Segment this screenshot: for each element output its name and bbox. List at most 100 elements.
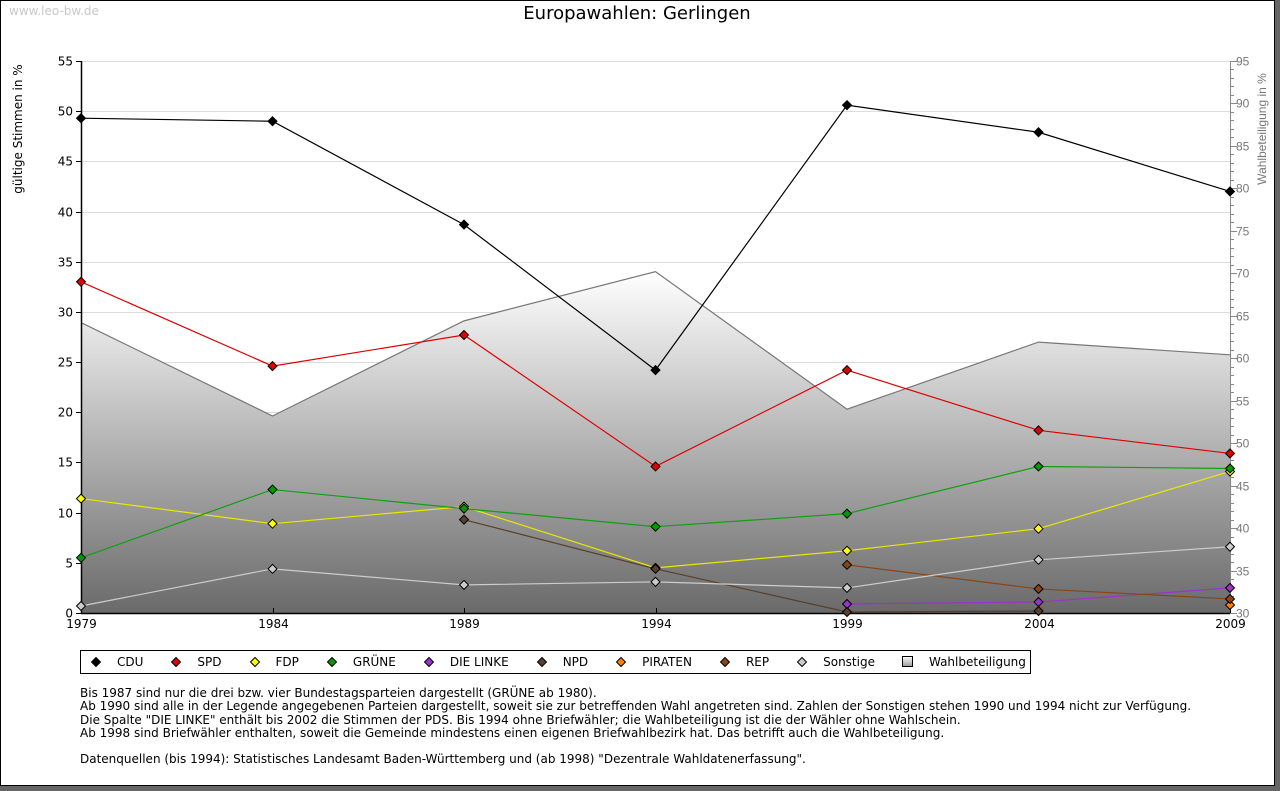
legend-diamond-icon (89, 655, 103, 669)
marker-sonstige (1033, 554, 1044, 566)
legend-item: DIE LINKE (422, 655, 509, 669)
x-tick-label: 1989 (449, 617, 480, 631)
legend-diamond-icon (325, 655, 339, 669)
legend-square-icon (901, 655, 915, 669)
y-tick-label-left: 20 (58, 406, 73, 420)
legend-label: SPD (197, 655, 222, 669)
y-tick-label-left: 0 (65, 607, 73, 621)
marker-spd (841, 364, 853, 376)
legend-item: PIRATEN (614, 655, 692, 669)
marker-die-linke (1224, 582, 1236, 594)
y-tick-label-right: 65 (1236, 310, 1250, 324)
watermark: www.leo-bw.de (9, 4, 99, 18)
x-tick-label: 1984 (258, 617, 289, 631)
chart-plot: 0 5 10 15 20 25 30 35 40 45 50 55 30 35 40 45 50 55 60 65 70… (58, 55, 1250, 632)
marker-gr-ne (75, 552, 87, 564)
marker-gr-ne (1033, 461, 1044, 472)
y-tick-label-left: 5 (65, 557, 73, 571)
x-tick-label: 1994 (641, 617, 672, 631)
legend-diamond-icon (248, 655, 262, 669)
marker-sonstige (458, 579, 470, 591)
legend-label: GRÜNE (352, 655, 396, 669)
y-tick-label-left: 55 (58, 55, 73, 69)
y-tick-label-right: 95 (1236, 55, 1250, 69)
marker-fdp (841, 545, 853, 556)
legend-label: Wahlbeteiligung (928, 655, 1026, 669)
marker-sonstige (1224, 541, 1236, 552)
y-tick-label-left: 15 (58, 456, 73, 470)
y-tick-label-left: 35 (58, 256, 73, 270)
legend-diamond-icon (718, 655, 732, 669)
marker-gr-ne (650, 521, 661, 532)
marker-gr-ne (841, 508, 853, 519)
marker-npd (458, 514, 470, 525)
marker-spd (650, 461, 661, 472)
legend-label: Sonstige (823, 655, 875, 669)
line-npd (463, 519, 1039, 613)
marker-fdp (1033, 523, 1044, 534)
marker-gr-ne (1224, 463, 1236, 474)
turnout-area (80, 270, 1231, 613)
y-tick-label-left: 30 (58, 306, 73, 320)
legend-item: GRÜNE (325, 655, 396, 669)
legend-diamond-icon (614, 655, 628, 669)
marker-gr-ne (458, 503, 470, 514)
legend-label: DIE LINKE (449, 655, 509, 669)
footnote-line: Ab 1998 sind Briefwähler enthalten, sowe… (80, 725, 945, 740)
x-tick-label: 1999 (832, 617, 863, 631)
series-markers (75, 99, 1236, 618)
marker-spd (267, 360, 278, 372)
legend-label: REP (745, 655, 770, 669)
legend-label: FDP (275, 655, 299, 669)
y-axis-label-left: gültige Stimmen in % (11, 64, 25, 194)
marker-cdu (650, 364, 661, 376)
y-tick-label-right: 50 (1236, 437, 1250, 451)
marker-gr-ne (267, 484, 278, 495)
turnout-area-line (80, 270, 1231, 417)
marker-cdu (1033, 127, 1044, 138)
legend-label: CDU (117, 655, 144, 669)
marker-cdu (458, 219, 470, 230)
y-tick-label-left: 10 (58, 507, 73, 521)
marker-fdp (75, 493, 87, 504)
turnout-area-fill (81, 271, 1230, 613)
marker-sonstige (650, 576, 661, 588)
marker-npd (1033, 605, 1044, 617)
footnote-line (80, 740, 1191, 753)
y-tick-label-right: 55 (1236, 395, 1250, 409)
legend-item: SPD (169, 655, 222, 669)
marker-npd (841, 606, 853, 618)
y-tick-label-left: 25 (58, 356, 73, 370)
footnote-line: Ab 1990 sind alle in der Legende angegeb… (80, 699, 1192, 714)
legend-diamond-icon (422, 655, 436, 669)
x-tick-label: 2004 (1024, 617, 1055, 631)
y-tick-label-right: 30 (1236, 607, 1250, 621)
marker-cdu (841, 99, 853, 111)
y-tick-label-left: 40 (58, 206, 73, 220)
marker-rep (1033, 583, 1044, 595)
y-tick-label-right: 45 (1236, 480, 1250, 494)
x-tick-label: 1979 (66, 617, 97, 631)
marker-spd (75, 276, 87, 288)
y-tick-label-right: 35 (1236, 565, 1250, 579)
chart-title: Europawahlen: Gerlingen (523, 3, 751, 24)
legend-diamond-icon (795, 655, 809, 669)
marker-rep (1224, 593, 1236, 605)
legend-diamond-icon (535, 655, 549, 669)
marker-piraten (1224, 599, 1236, 611)
legend: CDU SPD FDP GRÜNE DIE LINKE NPD PIRATEN REP Sons… (80, 650, 1031, 674)
legend-item: Sonstige (795, 655, 875, 669)
legend-item: Wahlbeteiligung (901, 655, 1026, 669)
marker-fdp (267, 518, 278, 529)
footnote-line: Bis 1987 sind nur die drei bzw. vier Bun… (80, 686, 597, 700)
y-tick-label-right: 40 (1236, 522, 1250, 536)
y-tick-label-right: 80 (1236, 182, 1250, 196)
marker-sonstige (841, 582, 853, 594)
marker-sonstige (75, 600, 87, 612)
y-tick-label-right: 75 (1236, 225, 1250, 239)
footnote-line: Die Spalte "DIE LINKE" enthält bis 2002 … (80, 712, 961, 727)
marker-spd (458, 329, 470, 341)
y-tick-label-right: 85 (1236, 140, 1250, 154)
y-axis-label-right: Wahlbeteiligung in % (1255, 73, 1269, 185)
marker-npd (650, 563, 661, 575)
